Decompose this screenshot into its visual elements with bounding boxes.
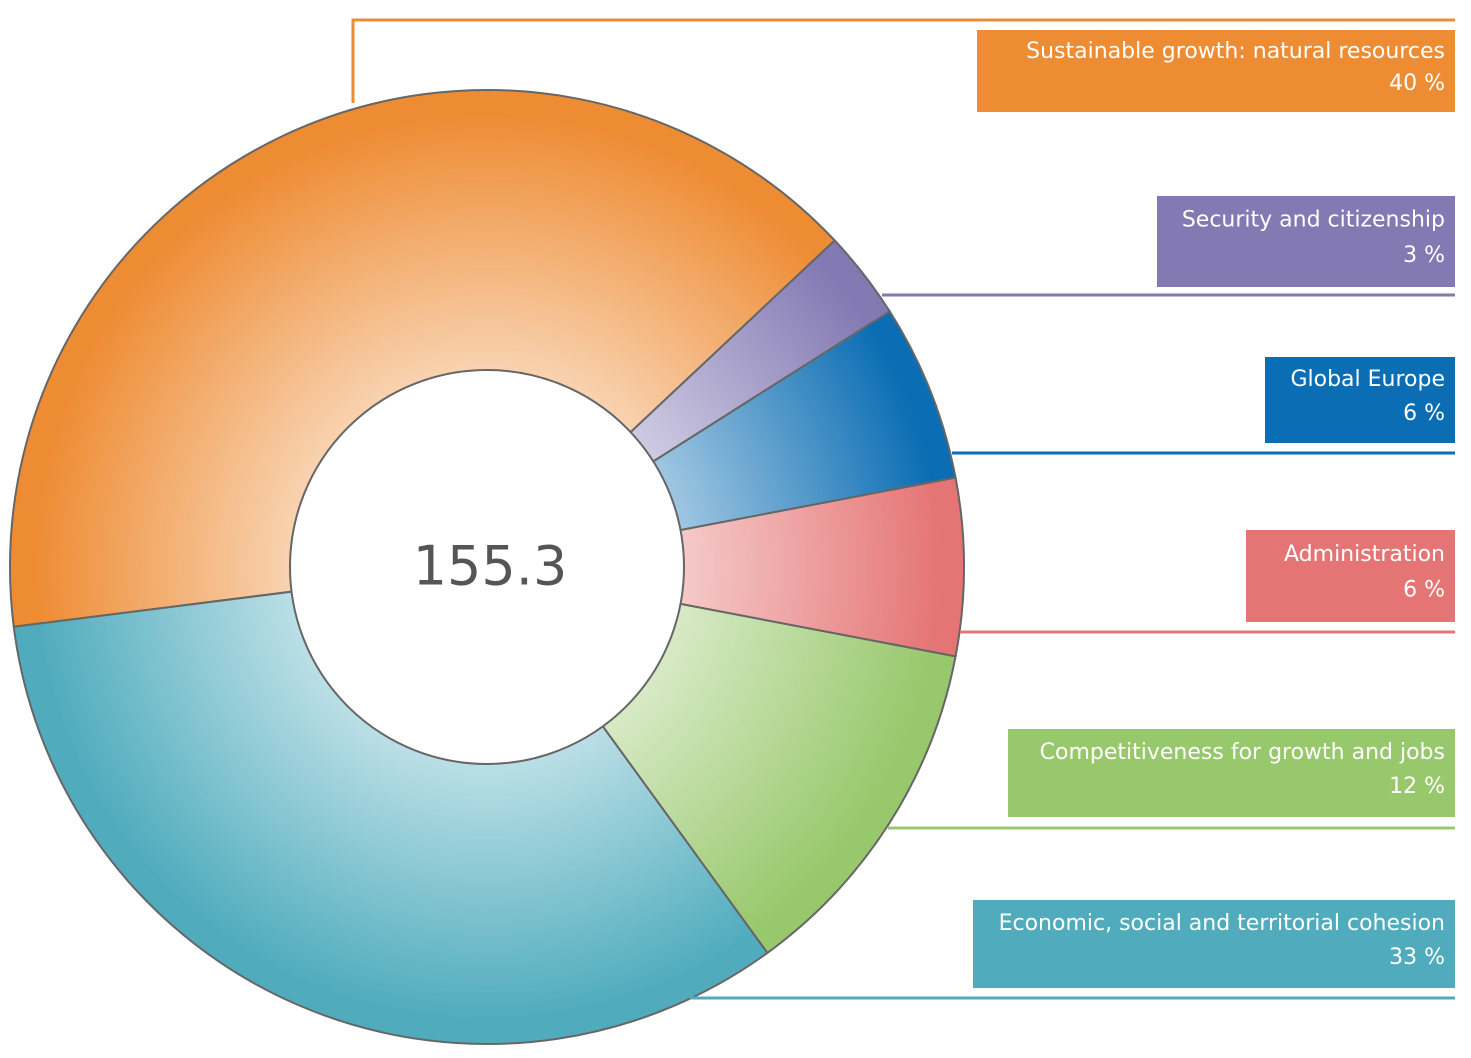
legend-box xyxy=(1265,357,1455,443)
legend-label: Economic, social and territorial cohesio… xyxy=(999,911,1445,936)
legend-box xyxy=(977,30,1455,112)
legend-label: Administration xyxy=(1284,542,1445,567)
legend-box xyxy=(1157,196,1455,287)
leader-line xyxy=(351,18,1455,103)
legend-value: 12 % xyxy=(1389,774,1445,799)
legend-value: 33 % xyxy=(1389,945,1445,970)
legend-box xyxy=(1246,530,1455,622)
legend-box xyxy=(1008,729,1455,817)
slice xyxy=(12,565,769,1045)
legend: Sustainable growth: natural resources 40 … xyxy=(351,18,1455,1000)
slice xyxy=(9,89,837,628)
slice xyxy=(486,476,965,658)
donut-hole xyxy=(289,369,685,765)
center-label: 155.3 xyxy=(413,535,568,598)
legend-value: 3 % xyxy=(1403,243,1445,268)
legend-label: Global Europe xyxy=(1290,367,1445,392)
legend-label: Sustainable growth: natural resources xyxy=(1026,39,1445,64)
legend-label: Competitiveness for growth and jobs xyxy=(1040,740,1445,765)
legend-box xyxy=(973,900,1455,988)
legend-value: 6 % xyxy=(1403,401,1445,426)
legend-value: 40 % xyxy=(1389,71,1445,96)
legend-label: Security and citizenship xyxy=(1182,208,1445,233)
legend-value: 6 % xyxy=(1403,578,1445,603)
